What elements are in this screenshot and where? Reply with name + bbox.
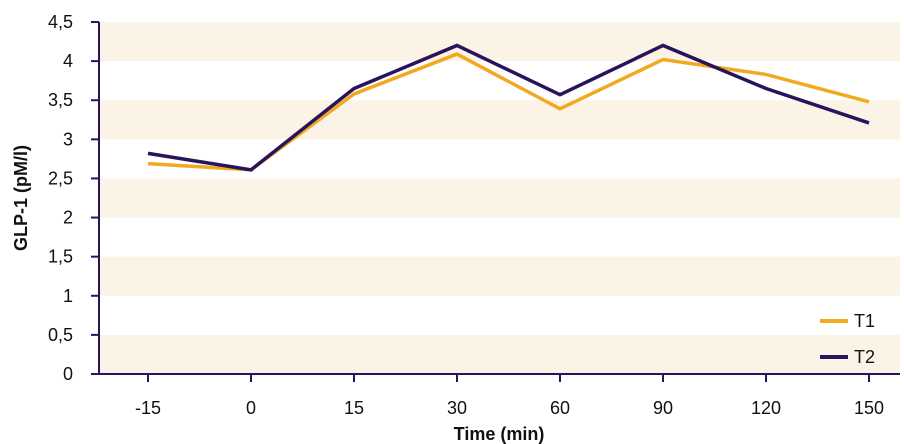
x-axis-title: Time (min) [454,424,545,444]
background-band [99,100,900,140]
y-tick-label: 3,5 [48,90,73,110]
y-tick-label: 4 [63,51,73,71]
x-tick-label: 15 [344,398,364,418]
legend: T1 T2 [820,311,875,367]
x-tick-label: 0 [246,398,256,418]
y-tick-label: 1,5 [48,247,73,267]
background-band [99,334,900,374]
y-tick-label: 4,5 [48,12,73,32]
y-tick-label: 0 [63,364,73,384]
background-band [99,178,900,218]
x-tick-label: 150 [854,398,884,418]
x-axis-ticks: -15 0 15 30 60 90 120 150 [135,374,884,418]
y-tick-label: 0,5 [48,325,73,345]
x-tick-label: -15 [135,398,161,418]
y-tick-label: 2 [63,208,73,228]
x-tick-label: 30 [447,398,467,418]
x-tick-label: 90 [653,398,673,418]
y-tick-label: 3 [63,129,73,149]
x-tick-label: 120 [751,398,781,418]
background-band [99,256,900,296]
series-line-t2 [147,43,870,172]
legend-label-t2: T2 [854,347,875,367]
y-tick-label: 2,5 [48,168,73,188]
x-tick-label: 60 [550,398,570,418]
legend-label-t1: T1 [854,311,875,331]
y-axis-title: GLP-1 (pM/l) [11,145,31,251]
background-bands [99,22,900,374]
background-band [99,22,900,62]
series-lines [147,43,870,172]
y-tick-label: 1 [63,286,73,306]
y-axis-ticks: 0 0,5 1 1,5 2 2,5 3 3,5 4 4,5 [48,12,99,384]
